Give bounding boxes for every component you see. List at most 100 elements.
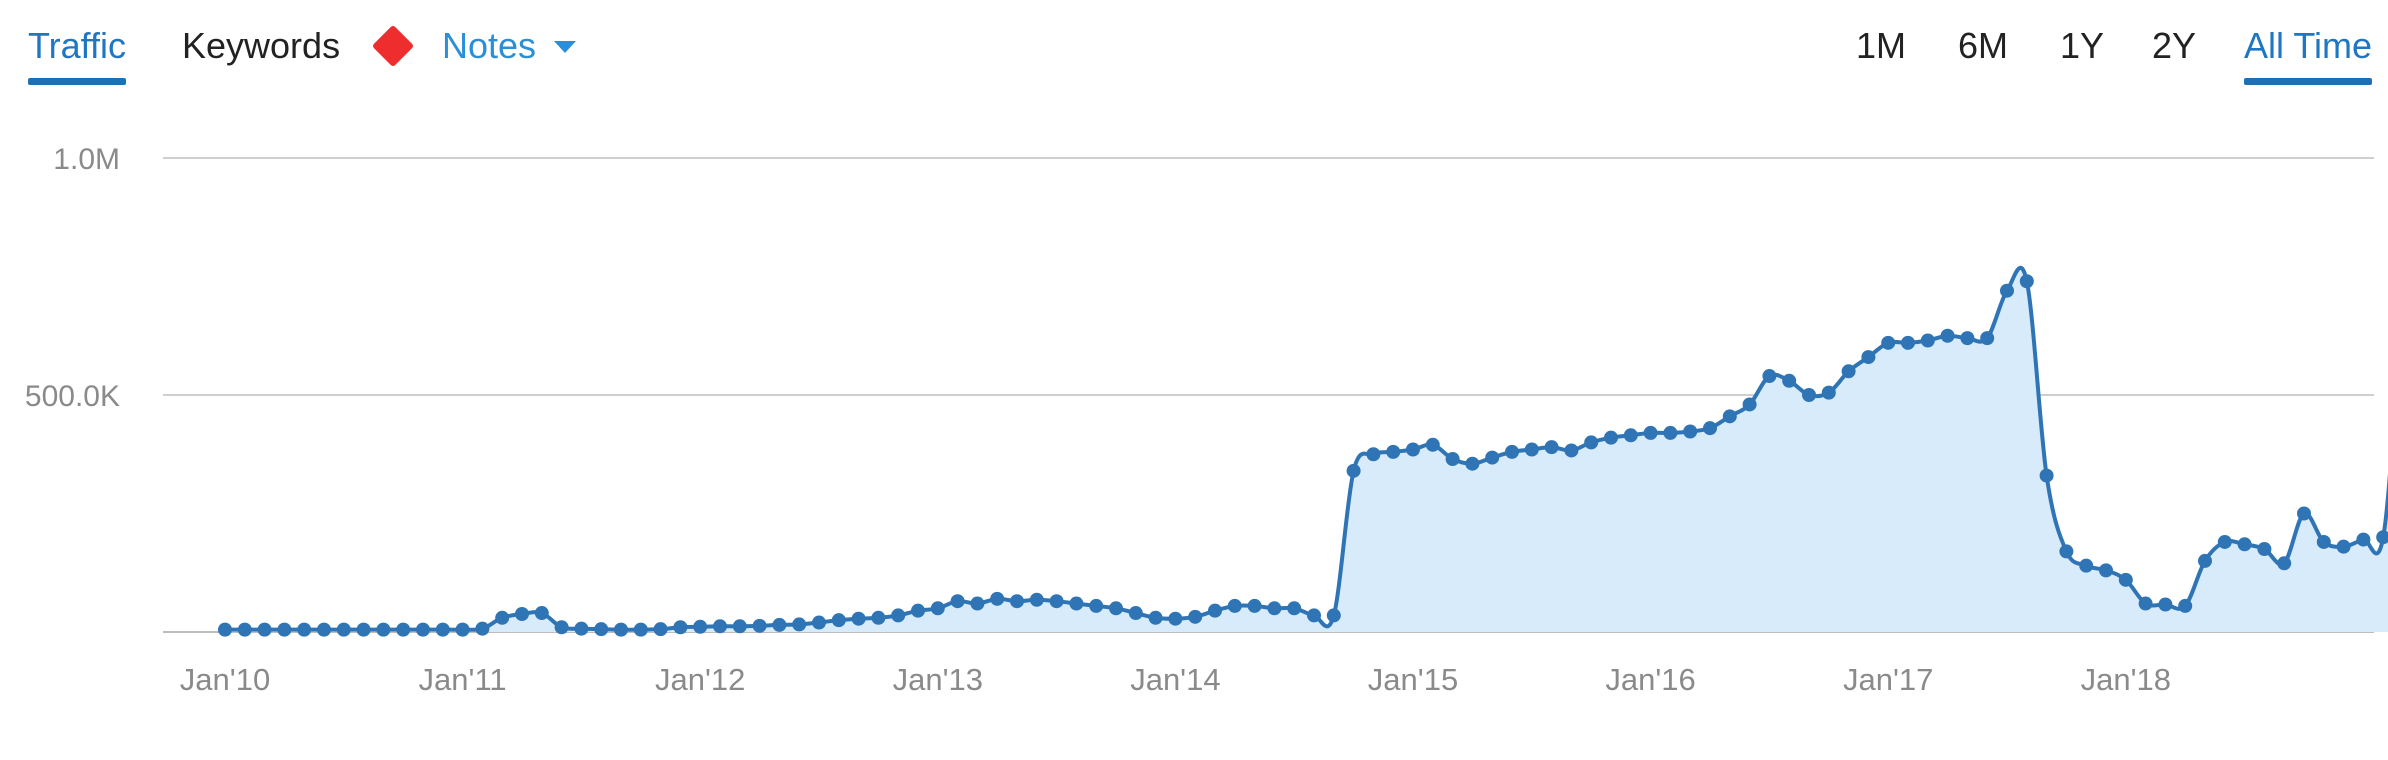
- data-point[interactable]: [1861, 350, 1876, 365]
- data-point[interactable]: [435, 622, 450, 637]
- data-point[interactable]: [1623, 428, 1638, 443]
- data-point[interactable]: [1307, 608, 1321, 623]
- data-point[interactable]: [614, 622, 628, 637]
- data-point[interactable]: [416, 622, 430, 637]
- data-point[interactable]: [1901, 335, 1915, 350]
- data-point[interactable]: [812, 615, 826, 630]
- data-point[interactable]: [1168, 611, 1183, 626]
- data-point[interactable]: [2000, 283, 2014, 298]
- data-point[interactable]: [1564, 443, 1579, 458]
- data-point[interactable]: [1386, 444, 1401, 459]
- data-point[interactable]: [732, 619, 747, 634]
- data-point[interactable]: [871, 610, 886, 625]
- data-point[interactable]: [277, 622, 292, 637]
- data-point[interactable]: [554, 620, 569, 635]
- data-point[interactable]: [1029, 592, 1044, 607]
- data-point[interactable]: [2336, 539, 2351, 554]
- data-point[interactable]: [574, 621, 589, 636]
- data-point[interactable]: [950, 594, 965, 609]
- data-point[interactable]: [1604, 430, 1618, 445]
- data-point[interactable]: [1089, 598, 1104, 613]
- data-point[interactable]: [1940, 328, 1955, 343]
- data-point[interactable]: [1505, 444, 1519, 459]
- data-point[interactable]: [2356, 532, 2371, 547]
- data-point[interactable]: [2257, 542, 2272, 557]
- data-point[interactable]: [2138, 596, 2153, 611]
- data-point[interactable]: [1445, 451, 1460, 466]
- data-point[interactable]: [2237, 537, 2252, 552]
- data-point[interactable]: [455, 622, 470, 637]
- data-point[interactable]: [1762, 369, 1777, 384]
- data-point[interactable]: [534, 606, 549, 621]
- data-point[interactable]: [257, 622, 272, 637]
- data-point[interactable]: [970, 596, 985, 611]
- data-point[interactable]: [1920, 333, 1935, 348]
- data-point[interactable]: [2039, 468, 2054, 483]
- data-point[interactable]: [1703, 421, 1717, 436]
- data-point[interactable]: [1406, 442, 1420, 457]
- data-point[interactable]: [1049, 594, 1064, 609]
- data-point[interactable]: [713, 619, 727, 634]
- data-point[interactable]: [693, 619, 708, 634]
- notes-dropdown[interactable]: Notes: [371, 22, 577, 70]
- data-point[interactable]: [2277, 556, 2292, 571]
- data-point[interactable]: [1782, 373, 1797, 388]
- data-point[interactable]: [792, 617, 807, 632]
- data-point[interactable]: [1663, 425, 1678, 440]
- tab-traffic[interactable]: Traffic: [28, 22, 127, 85]
- range-2y-button[interactable]: 2Y: [2152, 25, 2197, 66]
- data-point[interactable]: [356, 622, 371, 637]
- data-point[interactable]: [2316, 534, 2331, 549]
- data-point[interactable]: [1188, 609, 1203, 624]
- data-point[interactable]: [2178, 598, 2193, 613]
- range-all-time-button[interactable]: All Time: [2244, 22, 2373, 85]
- data-point[interactable]: [1109, 601, 1123, 616]
- data-point[interactable]: [1980, 331, 1995, 346]
- data-point[interactable]: [2217, 534, 2232, 549]
- data-point[interactable]: [1544, 440, 1559, 455]
- data-point[interactable]: [911, 603, 925, 618]
- data-point[interactable]: [1742, 397, 1757, 412]
- data-point[interactable]: [1010, 594, 1024, 609]
- data-point[interactable]: [2158, 597, 2173, 612]
- data-point[interactable]: [2059, 544, 2074, 559]
- data-point[interactable]: [1524, 442, 1539, 457]
- data-point[interactable]: [1128, 606, 1143, 621]
- data-point[interactable]: [1465, 456, 1480, 471]
- data-point[interactable]: [2019, 274, 2034, 289]
- data-point[interactable]: [1326, 608, 1341, 623]
- data-point[interactable]: [1208, 603, 1222, 618]
- data-point[interactable]: [990, 591, 1005, 606]
- data-point[interactable]: [1247, 598, 1262, 613]
- tab-keywords[interactable]: Keywords: [182, 25, 341, 66]
- data-point[interactable]: [1584, 435, 1599, 450]
- data-point[interactable]: [1841, 364, 1856, 379]
- data-point[interactable]: [2099, 563, 2113, 578]
- range-1y-button[interactable]: 1Y: [2060, 25, 2105, 66]
- data-point[interactable]: [1722, 409, 1737, 424]
- data-point[interactable]: [515, 606, 529, 621]
- data-point[interactable]: [495, 610, 510, 625]
- data-point[interactable]: [396, 622, 411, 637]
- data-point[interactable]: [376, 622, 391, 637]
- data-point[interactable]: [1069, 596, 1084, 611]
- data-point[interactable]: [218, 622, 232, 637]
- data-point[interactable]: [891, 608, 906, 623]
- data-point[interactable]: [653, 622, 668, 637]
- data-point[interactable]: [2079, 558, 2094, 573]
- data-point[interactable]: [1485, 450, 1500, 465]
- data-point[interactable]: [1802, 388, 1816, 402]
- range-6m-button[interactable]: 6M: [1958, 25, 2009, 66]
- data-point[interactable]: [851, 611, 866, 626]
- data-point[interactable]: [1366, 447, 1381, 462]
- data-point[interactable]: [2297, 506, 2311, 521]
- data-point[interactable]: [1346, 463, 1361, 478]
- data-point[interactable]: [2198, 553, 2212, 568]
- data-point[interactable]: [237, 622, 252, 637]
- data-point[interactable]: [930, 601, 945, 616]
- data-point[interactable]: [1425, 437, 1440, 452]
- data-point[interactable]: [673, 620, 688, 635]
- data-point[interactable]: [752, 618, 767, 633]
- data-point[interactable]: [317, 622, 331, 637]
- data-point[interactable]: [1683, 424, 1698, 439]
